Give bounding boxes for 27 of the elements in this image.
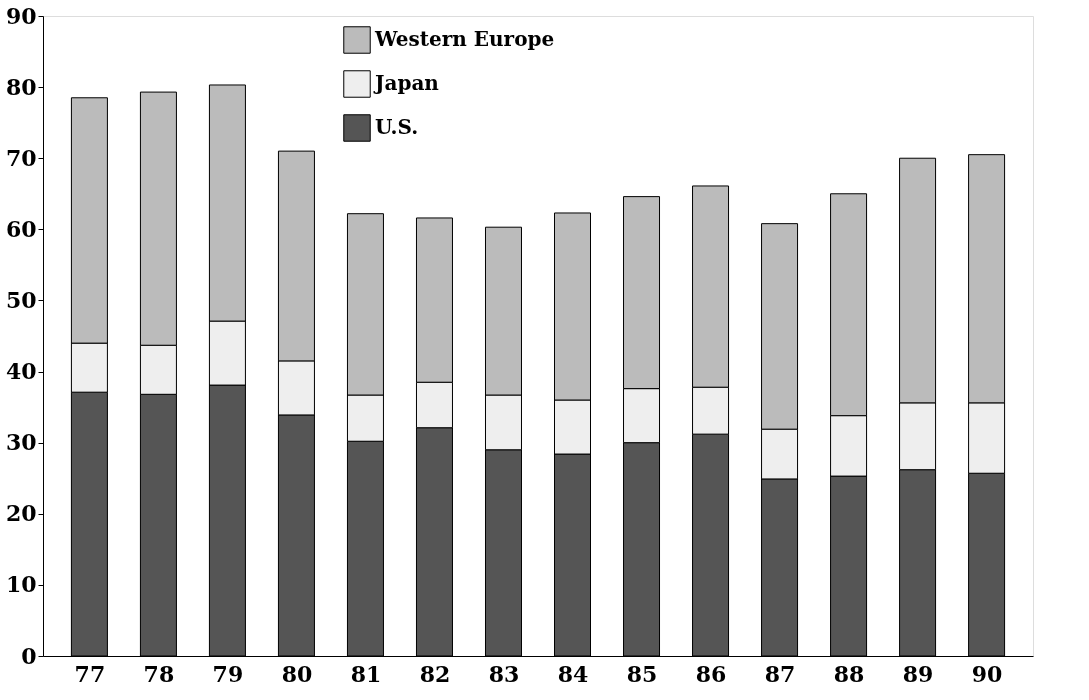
x-tick-label: 84 (557, 660, 589, 687)
y-tick-label: 70 (5, 144, 37, 171)
y-tick-label: 20 (5, 500, 37, 527)
x-tick-label: 90 (971, 660, 1003, 687)
x-tick-label: 81 (350, 660, 382, 687)
x-tick-label: 78 (143, 660, 175, 687)
x-tick-label: 88 (833, 660, 865, 687)
y-tick-label: 90 (5, 2, 37, 29)
x-tick-label: 87 (764, 660, 796, 687)
y-tick-label: 10 (5, 571, 37, 598)
x-tick-label: 86 (695, 660, 727, 687)
x-tick-label: 77 (74, 660, 106, 687)
x-tick-label: 82 (419, 660, 451, 687)
y-tick-label: 30 (5, 429, 37, 456)
legend-label: Japan (373, 71, 440, 95)
y-tick-label: 40 (5, 358, 37, 385)
x-tick-label: 83 (488, 660, 520, 687)
x-tick-label: 85 (626, 660, 658, 687)
y-tick-label: 50 (5, 286, 37, 313)
legend-label: U.S. (375, 115, 419, 139)
x-tick-label: 89 (902, 660, 934, 687)
y-tick-label: 60 (5, 215, 37, 242)
x-tick-label: 80 (281, 660, 313, 687)
y-tick-label: 0 (21, 642, 37, 669)
y-tick-label: 80 (5, 73, 37, 100)
x-tick-label: 79 (212, 660, 244, 687)
legend-label: Western Europe (374, 27, 555, 51)
